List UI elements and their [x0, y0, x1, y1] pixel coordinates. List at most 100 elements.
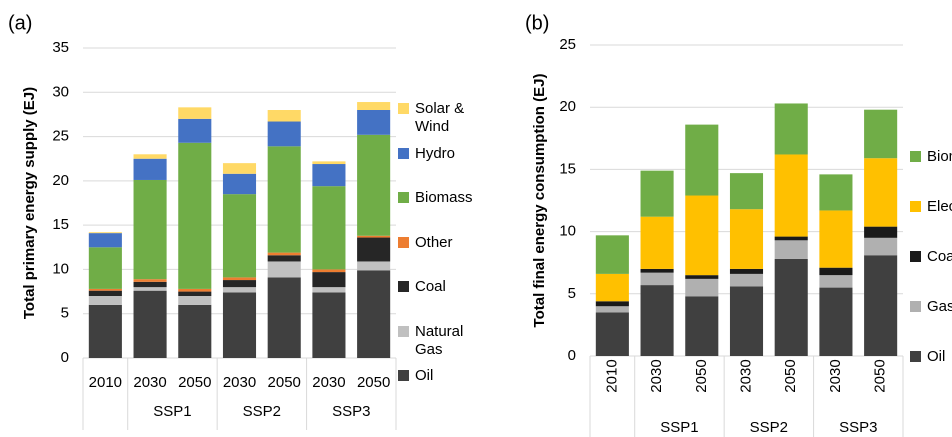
bar-segment [133, 279, 167, 282]
bar-segment [864, 226, 898, 238]
bar-segment [729, 173, 764, 210]
legend-swatch [910, 301, 921, 312]
x-tick-label: 2050 [782, 359, 799, 392]
bar-segment [357, 110, 391, 135]
bar-segment [133, 179, 167, 280]
y-axis-title: Total primary energy supply (EJ) [21, 87, 38, 319]
x-tick-label: 2030 [827, 359, 844, 392]
bar-segment [819, 267, 853, 276]
legend-swatch [398, 192, 409, 203]
bar-segment [640, 170, 674, 217]
bar-segment [357, 235, 391, 238]
legend-item: Oil [910, 348, 952, 366]
y-tick-label: 5 [568, 285, 576, 302]
legend-swatch [910, 151, 921, 162]
bar-segment [178, 304, 212, 358]
bar-segment [312, 186, 346, 270]
bar-segment [133, 154, 167, 159]
bar-segment [357, 102, 391, 110]
group-label: SSP3 [839, 419, 877, 436]
bar-segment [222, 280, 257, 288]
group-label: SSP2 [243, 403, 281, 420]
bar-segment [312, 164, 346, 187]
bar-segment [267, 110, 301, 122]
bar-segment [357, 237, 391, 262]
bar-segment [178, 142, 212, 289]
bar-segment [774, 240, 808, 259]
y-tick-label: 10 [52, 260, 69, 277]
y-tick-label: 20 [52, 172, 69, 189]
bar-segment [640, 268, 674, 273]
y-tick-label: 30 [52, 83, 69, 100]
y-tick-label: 25 [559, 36, 576, 53]
bar-segment [178, 107, 212, 119]
legend-label: Natural Gas [415, 322, 464, 358]
bar-segment [357, 134, 391, 236]
bar-segment [312, 272, 346, 288]
bar-segment [133, 290, 167, 358]
bar-segment [595, 312, 629, 356]
bar-segment [267, 261, 301, 278]
bar-segment [595, 273, 629, 302]
bar-segment [640, 285, 674, 356]
x-tick-label: 2030 [223, 374, 256, 391]
legend-swatch [398, 281, 409, 292]
x-tick-label: 2030 [133, 374, 166, 391]
legend-label: Coal [415, 278, 446, 295]
bar-segment [267, 146, 301, 253]
x-tick-label: 2050 [357, 374, 390, 391]
bar-segment [267, 252, 301, 256]
y-tick-label: 5 [61, 305, 69, 322]
bar-segment [312, 269, 346, 273]
y-axis-title: Total final energy consumption (EJ) [531, 74, 548, 328]
legend-label: Gas [927, 298, 952, 315]
legend-item: Solar & Wind [398, 100, 486, 136]
bar-segment [88, 233, 122, 248]
bar-segment [133, 158, 167, 180]
panel-label: (b) [525, 12, 549, 34]
bar-segment [774, 154, 808, 237]
bar-segment [88, 247, 122, 289]
bar-segment [222, 163, 257, 174]
bar-segment [864, 237, 898, 256]
bar-segment [222, 277, 257, 281]
legend-label: Biomass [927, 148, 952, 165]
y-tick-label: 0 [568, 347, 576, 364]
bar-segment [864, 158, 898, 227]
bar-segment [267, 121, 301, 147]
panel-label: (a) [8, 12, 32, 34]
bar-segment [178, 296, 212, 305]
bar-segment [178, 291, 212, 296]
legend-label: Hydro [415, 144, 456, 162]
legend-label: Oil [927, 348, 946, 365]
bar-segment [88, 304, 122, 358]
bar-segment [133, 287, 167, 291]
bar-segment [729, 209, 764, 269]
bar-segment [222, 292, 257, 358]
bar-segment [312, 161, 346, 165]
legend-item: Coal [398, 278, 486, 296]
legend-label: Other [415, 233, 453, 251]
x-tick-label: 2010 [89, 374, 122, 391]
bar-segment [819, 287, 853, 356]
bar-segment [685, 195, 719, 276]
legend-item: Natural Gas [398, 323, 486, 359]
y-tick-label: 35 [52, 39, 69, 56]
bar-segment [685, 278, 719, 297]
y-tick-label: 15 [52, 216, 69, 233]
legend-swatch [398, 370, 409, 381]
x-tick-label: 2050 [178, 374, 211, 391]
legend-label: Coal [927, 248, 952, 265]
bar-segment [267, 277, 301, 358]
legend-item: Coal [910, 248, 952, 266]
x-tick-label: 2050 [268, 374, 301, 391]
bar-segment [357, 261, 391, 271]
bar-segment [685, 296, 719, 356]
x-tick-label: 2030 [312, 374, 345, 391]
bar-segment [88, 296, 122, 305]
bar-segment [774, 258, 808, 356]
bar-segment [178, 118, 212, 143]
bar-segment [222, 194, 257, 278]
x-tick-label: 2050 [693, 359, 710, 392]
legend-item: Hydro [398, 145, 486, 163]
